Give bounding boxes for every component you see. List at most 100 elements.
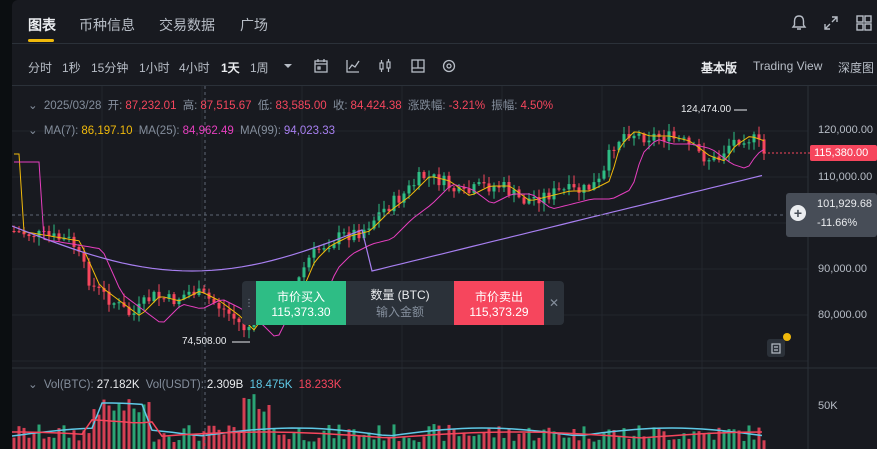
tab-coin-info[interactable]: 币种信息: [79, 17, 135, 33]
indicator-icon[interactable]: [345, 58, 361, 74]
quantity-input[interactable]: 数量 (BTC) 输入金额: [346, 281, 454, 325]
candle-body: [192, 291, 196, 296]
volume-bar: [567, 437, 571, 449]
close-icon[interactable]: ✕: [548, 296, 560, 310]
volume-bar: [677, 439, 681, 449]
timeframe-1s[interactable]: 1秒: [62, 61, 81, 75]
bell-icon[interactable]: [790, 14, 808, 32]
collapse-chevron-icon[interactable]: ⌄: [28, 125, 38, 137]
collapse-chevron-icon[interactable]: ⌄: [28, 100, 38, 112]
timeframe-1d[interactable]: 1天: [221, 61, 240, 75]
candle-body: [237, 318, 241, 323]
market-sell-button[interactable]: 市价卖出 115,373.29: [454, 281, 544, 325]
timeframe-timeline[interactable]: 分时: [28, 61, 53, 75]
volume-bar: [167, 436, 171, 449]
candle-body: [707, 160, 711, 162]
volume-bar: [357, 435, 361, 449]
grid-icon[interactable]: [855, 14, 873, 32]
tab-square[interactable]: 广场: [240, 17, 268, 33]
volume-bar: [737, 430, 741, 449]
candle-body: [107, 291, 111, 305]
expand-icon[interactable]: [822, 14, 840, 32]
settings-icon[interactable]: [441, 58, 457, 74]
candle-body: [187, 291, 191, 295]
view-tradingview[interactable]: Trading View: [753, 59, 823, 73]
volume-bar: [507, 428, 511, 449]
candle-body: [442, 175, 446, 186]
view-depth[interactable]: 深度图: [838, 61, 875, 75]
volume-bar: [82, 430, 86, 449]
volume-bar: [752, 439, 756, 449]
volume-bar: [657, 428, 661, 449]
volume-bar: [422, 436, 426, 449]
volume-bar: [287, 439, 291, 449]
candle-type-icon[interactable]: [377, 58, 393, 74]
volume-bar: [562, 437, 566, 449]
candle-body: [592, 182, 596, 190]
volume-bar: [427, 426, 431, 449]
quick-trade-panel: ⋮ 市价买入 115,373.30 数量 (BTC) 输入金额 市价卖出 115…: [242, 281, 564, 325]
market-buy-button[interactable]: 市价买入 115,373.30: [256, 281, 346, 325]
candle-body: [27, 234, 31, 237]
price-axis-label: 80,000.00: [818, 309, 867, 321]
tab-trading-data[interactable]: 交易数据: [159, 17, 215, 33]
volume-bar: [532, 440, 536, 449]
volume-bar: [207, 425, 211, 449]
volume-bar: [217, 429, 221, 449]
tab-chart[interactable]: 图表: [28, 17, 56, 33]
timeframe-dropdown-icon[interactable]: [281, 59, 297, 75]
volume-bar: [247, 399, 251, 449]
volume-bar: [387, 437, 391, 449]
volume-bar: [552, 431, 556, 449]
order-book-widget-icon[interactable]: [767, 339, 785, 357]
volume-bar: [472, 436, 476, 449]
volume-bar: [442, 440, 446, 449]
volume-bar: [77, 440, 81, 449]
ma-info-row: ⌄ MA(7): 86,197.10 MA(25): 84,962.49 MA(99…: [28, 123, 338, 137]
open-label: 开:: [107, 100, 123, 112]
timeframe-1h[interactable]: 1小时: [139, 61, 170, 75]
candlestick-chart[interactable]: [12, 86, 877, 449]
calendar-icon[interactable]: [313, 58, 329, 74]
candle-body: [552, 188, 556, 200]
candle-body: [32, 236, 36, 238]
candle-body: [717, 156, 721, 160]
candle-body: [217, 302, 221, 309]
candle-body: [472, 184, 476, 193]
volume-bar: [197, 440, 201, 449]
volume-bar: [372, 439, 376, 449]
volume-bar: [337, 424, 341, 449]
chart-layout-icon[interactable]: [410, 58, 426, 74]
volume-bar: [42, 438, 46, 449]
volume-bar: [307, 441, 311, 449]
candle-body: [557, 188, 561, 190]
candle-body: [367, 228, 371, 230]
volume-bar: [292, 432, 296, 449]
volume-bar: [547, 427, 551, 449]
view-basic[interactable]: 基本版: [701, 61, 738, 75]
timeframe-15m[interactable]: 15分钟: [91, 61, 129, 75]
volume-bar: [72, 430, 76, 449]
timeframe-1w[interactable]: 1周: [250, 61, 269, 75]
volume-bar: [397, 441, 401, 449]
volume-bar: [712, 439, 716, 449]
candle-body: [732, 139, 736, 146]
grip-icon[interactable]: ⋮: [244, 297, 254, 309]
volume-bar: [222, 434, 226, 449]
volume-bar: [382, 440, 386, 449]
crosshair-percent: -11.66%: [817, 217, 858, 229]
candle-body: [142, 297, 146, 304]
candle-body: [332, 244, 336, 248]
candle-body: [647, 140, 651, 143]
collapse-chevron-icon[interactable]: ⌄: [28, 379, 38, 391]
volume-bar: [232, 427, 236, 449]
candle-body: [227, 309, 231, 314]
sell-price: 115,373.29: [469, 304, 529, 319]
sell-label: 市价卖出: [474, 289, 523, 304]
timeframe-4h[interactable]: 4小时: [179, 61, 210, 75]
candle-body: [447, 175, 451, 189]
candle-body: [467, 188, 471, 193]
chart-area[interactable]: ⌄ 2025/03/28 开: 87,232.01 高: 87,515.67 低: 8…: [12, 85, 877, 449]
plus-icon[interactable]: +: [790, 205, 806, 221]
candle-body: [157, 291, 161, 299]
